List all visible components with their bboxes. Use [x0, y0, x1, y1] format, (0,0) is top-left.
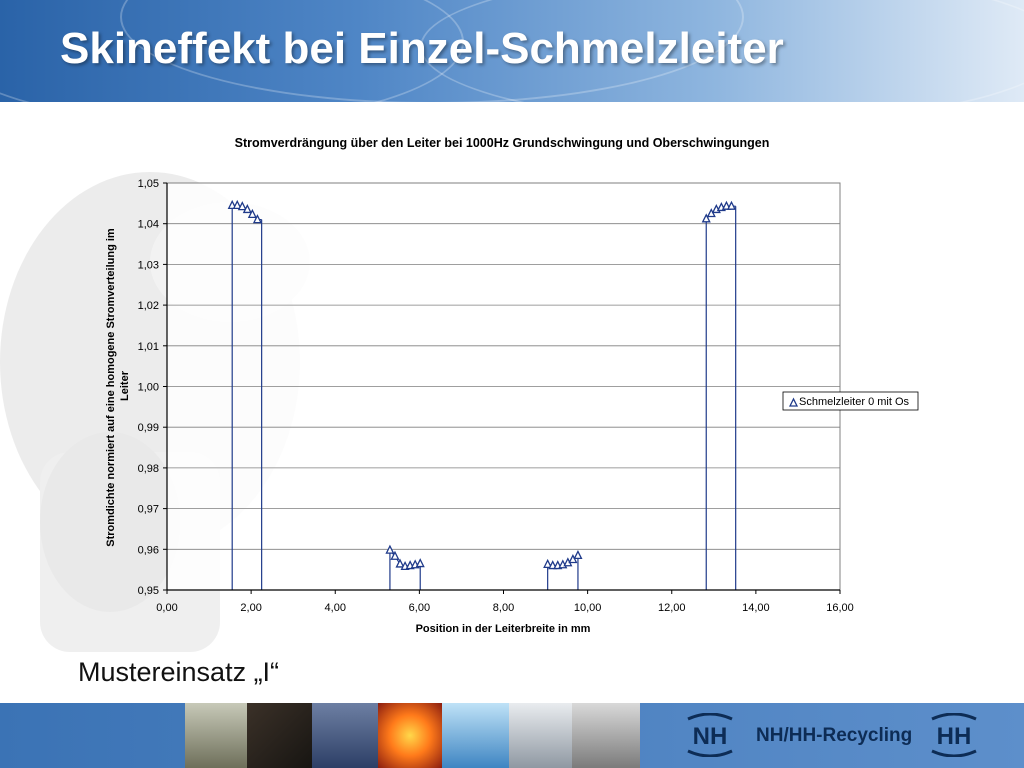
x-tick-label: 6,00: [409, 602, 430, 614]
data-point: [701, 213, 711, 223]
data-point: [242, 204, 252, 214]
data-point: [237, 201, 247, 211]
x-tick-label: 16,00: [826, 602, 854, 614]
data-point: [232, 199, 242, 210]
logo-nh-text: NH: [693, 723, 728, 750]
slide-title: Skineffekt bei Einzel-Schmelzleiter: [60, 24, 784, 73]
fuse-parts-photo: [572, 703, 640, 768]
data-point: [395, 558, 405, 568]
recycle-keyboard-photo: [442, 703, 509, 768]
x-tick-label: 0,00: [156, 602, 177, 614]
y-tick-label: 1,04: [138, 219, 159, 231]
legend-marker-triangle: [788, 397, 799, 407]
y-tick-label: 1,00: [138, 382, 159, 394]
x-tick-label: 2,00: [240, 602, 261, 614]
legend-entry: Schmelzleiter 0 mit Os: [799, 396, 910, 408]
slide-header: Skineffekt bei Einzel-Schmelzleiter: [0, 0, 1024, 102]
header-wave-decoration: [420, 0, 1024, 102]
slide-subtitle: Mustereinsatz „I“: [78, 657, 280, 687]
y-tick-label: 1,02: [138, 300, 159, 312]
x-tick-label: 14,00: [742, 602, 770, 614]
data-point: [543, 558, 553, 569]
nh-logo-icon: NH: [680, 713, 740, 757]
data-point: [252, 214, 262, 224]
y-tick-label: 1,03: [138, 259, 159, 271]
chart-title: Stromverdrängung über den Leiter bei 100…: [235, 136, 770, 150]
data-point: [573, 549, 583, 560]
y-tick-label: 0,96: [138, 544, 159, 556]
data-points: [227, 199, 737, 571]
y-tick-label: 0,97: [138, 504, 159, 516]
x-tick-label: 4,00: [325, 602, 346, 614]
thermoschutz-photo: [247, 703, 312, 768]
y-axis-label: Stromdichte normiert auf eine homogene S…: [105, 225, 131, 547]
y-tick-label: 1,05: [138, 178, 159, 190]
y-gridlines: [167, 182, 840, 550]
metal-cylinder-photo: [509, 703, 572, 768]
y-tick-label: 0,95: [138, 585, 159, 597]
data-point: [726, 200, 737, 210]
x-tick-labels: 0,00 2,00 4,00 6,00 8,00 10,00 12,00 14,00 16,00: [156, 590, 854, 614]
x-tick-label: 8,00: [493, 602, 514, 614]
chart: Stromverdrängung über den Leiter bei 100…: [105, 136, 919, 635]
y-tick-label: 0,99: [138, 422, 159, 434]
brand-name: NH/HH-Recycling: [756, 725, 913, 746]
logo-hh-text: HH: [937, 723, 972, 750]
legend: Schmelzleiter 0 mit Os: [782, 391, 919, 411]
y-tick-label: 0,98: [138, 463, 159, 475]
brand-logo: NH NH/HH-Recycling HH: [680, 711, 1000, 761]
data-point: [385, 544, 395, 554]
y-tick-labels: 0,95 0,96 0,97 0,98 0,99 1,00 1,01 1,02 1,03 1,04…: [138, 178, 167, 597]
x-tick-label: 10,00: [574, 602, 602, 614]
x-tick-label: 12,00: [658, 602, 686, 614]
data-point: [390, 550, 400, 560]
data-point: [247, 208, 257, 218]
x-axis-label: Position in der Leiterbreite in mm: [416, 623, 591, 635]
power-pylon-photo: [185, 703, 247, 768]
y-tick-label: 1,01: [138, 341, 159, 353]
data-point: [415, 558, 425, 568]
slide-footer: NH NH/HH-Recycling HH: [0, 703, 1024, 768]
periodic-table-photo: [312, 703, 378, 768]
hh-logo-icon: HH: [924, 713, 984, 757]
sparks-photo: [378, 703, 442, 768]
